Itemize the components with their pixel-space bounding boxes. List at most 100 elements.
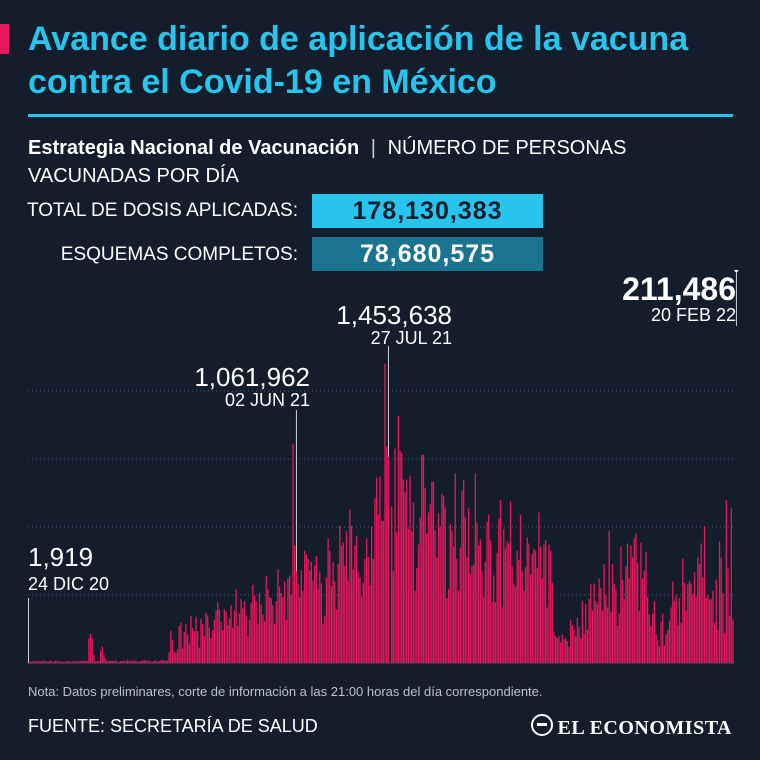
bar bbox=[580, 638, 582, 663]
bar bbox=[625, 566, 627, 663]
bar bbox=[115, 660, 117, 663]
bar bbox=[616, 625, 619, 663]
bar bbox=[536, 568, 538, 663]
bar bbox=[538, 512, 540, 663]
bar bbox=[94, 661, 97, 663]
footnote: Nota: Datos preliminares, corte de infor… bbox=[28, 684, 543, 699]
bar bbox=[723, 633, 726, 663]
accent-bar bbox=[0, 24, 9, 54]
bar bbox=[494, 602, 497, 663]
bar bbox=[58, 661, 60, 663]
bar bbox=[600, 587, 602, 663]
bar bbox=[528, 543, 530, 663]
bar bbox=[178, 625, 180, 663]
bar bbox=[591, 610, 594, 663]
bar bbox=[212, 630, 214, 663]
bar bbox=[81, 660, 83, 663]
bar bbox=[407, 529, 410, 663]
bar bbox=[396, 532, 398, 663]
bar bbox=[436, 557, 438, 663]
bar bbox=[675, 595, 677, 663]
bar bbox=[320, 583, 323, 663]
bar bbox=[483, 597, 485, 663]
bar bbox=[83, 661, 85, 663]
bar bbox=[586, 630, 589, 663]
bar bbox=[141, 660, 144, 663]
bar bbox=[165, 660, 167, 663]
bar bbox=[103, 654, 105, 663]
bar bbox=[638, 610, 640, 663]
bar bbox=[447, 588, 450, 663]
bar bbox=[220, 621, 222, 663]
bar bbox=[34, 661, 36, 663]
bar bbox=[96, 660, 98, 663]
bar bbox=[170, 631, 172, 663]
bar bbox=[698, 564, 701, 663]
bar bbox=[471, 566, 473, 663]
bar bbox=[243, 601, 246, 663]
bar bbox=[302, 590, 304, 663]
bar bbox=[468, 508, 470, 663]
bar bbox=[374, 498, 376, 663]
bar bbox=[668, 620, 671, 663]
bar bbox=[653, 601, 655, 663]
bar bbox=[252, 584, 254, 663]
bar bbox=[501, 607, 503, 663]
bar bbox=[307, 558, 309, 663]
bar bbox=[643, 571, 645, 663]
bar bbox=[427, 512, 430, 663]
annotation-date-feb: 20 FEB 22 bbox=[651, 305, 736, 325]
bar bbox=[365, 538, 368, 663]
bar bbox=[496, 552, 498, 663]
bar bbox=[297, 583, 299, 663]
bar bbox=[51, 661, 53, 663]
bar bbox=[310, 562, 313, 663]
bar bbox=[69, 661, 72, 663]
bar bbox=[345, 531, 348, 663]
bar bbox=[575, 636, 577, 663]
bar bbox=[601, 610, 604, 663]
bar bbox=[422, 454, 425, 663]
bar bbox=[334, 581, 336, 663]
bar bbox=[590, 583, 592, 663]
brand-icon bbox=[530, 714, 553, 736]
bar bbox=[683, 582, 686, 663]
bar bbox=[327, 538, 329, 663]
bar bbox=[554, 636, 557, 663]
bar bbox=[635, 533, 637, 663]
bar bbox=[454, 473, 456, 663]
bar bbox=[728, 615, 731, 663]
bar bbox=[237, 625, 239, 663]
bar bbox=[130, 661, 132, 663]
bar bbox=[444, 507, 446, 663]
bar bbox=[195, 616, 197, 663]
bar bbox=[288, 575, 291, 663]
bar bbox=[148, 660, 150, 663]
bar bbox=[128, 660, 130, 663]
bar bbox=[53, 661, 55, 663]
bar bbox=[138, 661, 140, 663]
bar bbox=[499, 500, 502, 663]
bar bbox=[56, 660, 58, 663]
bar bbox=[46, 661, 48, 663]
bar bbox=[730, 508, 732, 663]
bar bbox=[613, 583, 615, 663]
bar bbox=[126, 660, 129, 663]
bar bbox=[421, 454, 423, 663]
annotation-value-jul: 1,453,638 bbox=[336, 300, 452, 330]
annotation-value-jun: 1,061,962 bbox=[194, 362, 310, 392]
bar bbox=[163, 660, 165, 663]
bar bbox=[205, 612, 207, 663]
bar bbox=[208, 627, 210, 663]
bar bbox=[509, 501, 512, 663]
bar bbox=[534, 550, 537, 663]
bar bbox=[381, 520, 383, 663]
bar bbox=[190, 615, 192, 663]
bar bbox=[615, 589, 617, 663]
bar bbox=[539, 546, 542, 663]
bar bbox=[449, 523, 451, 663]
bar bbox=[529, 574, 532, 663]
bar bbox=[354, 545, 356, 663]
bar bbox=[54, 660, 57, 663]
bar bbox=[585, 604, 587, 663]
